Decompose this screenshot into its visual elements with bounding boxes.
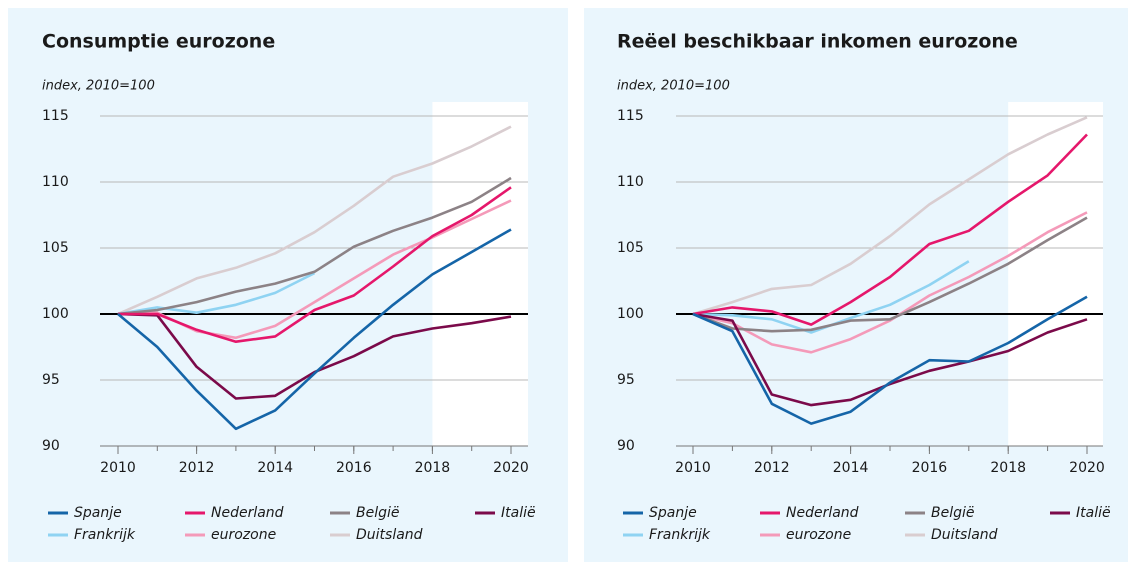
series-line	[117, 271, 316, 316]
x-tick-label: 2016	[336, 460, 372, 476]
x-tick-label: 2010	[100, 460, 136, 476]
y-tick-label: 95	[42, 372, 60, 388]
y-tick-label: 110	[42, 174, 69, 190]
y-tick-label: 100	[617, 306, 644, 322]
series-line	[692, 133, 1088, 326]
legend-label: België	[931, 505, 975, 521]
legend-label: eurozone	[211, 527, 276, 543]
x-tick-label: 2012	[754, 460, 790, 476]
legend-label: Frankrijk	[649, 527, 711, 543]
y-tick-label: 90	[617, 438, 635, 454]
x-tick-label: 2020	[1069, 460, 1105, 476]
x-tick-label: 2014	[833, 460, 869, 476]
series-line	[117, 125, 512, 316]
legend-label: Nederland	[211, 505, 284, 521]
series-line	[118, 186, 512, 343]
legend-label: Duitsland	[356, 527, 423, 543]
legend-label: Duitsland	[931, 527, 998, 543]
forecast-region	[432, 102, 528, 446]
series-line	[117, 176, 512, 316]
legend-label: Italië	[1076, 505, 1111, 521]
series-line	[692, 295, 1088, 425]
series-line	[117, 228, 512, 431]
y-tick-label: 115	[42, 108, 69, 124]
legend-label: Spanje	[74, 505, 122, 521]
legend-label: Spanje	[649, 505, 697, 521]
legend-label: eurozone	[786, 527, 851, 543]
series-line	[692, 116, 1088, 316]
x-tick-label: 2018	[415, 460, 451, 476]
x-tick-label: 2016	[912, 460, 948, 476]
x-tick-label: 2018	[990, 460, 1026, 476]
y-axis-label: index, 2010=100	[617, 79, 730, 94]
x-tick-label: 2010	[675, 460, 711, 476]
legend-label: België	[356, 505, 400, 521]
y-tick-label: 95	[617, 372, 635, 388]
y-tick-label: 115	[617, 108, 644, 124]
chart-title: Reëel beschikbaar inkomen eurozone	[617, 31, 1018, 53]
forecast-region	[1008, 102, 1103, 446]
x-tick-label: 2012	[179, 460, 215, 476]
y-tick-label: 100	[42, 306, 69, 322]
y-tick-label: 105	[617, 240, 644, 256]
x-tick-label: 2020	[493, 460, 529, 476]
series-line	[692, 216, 1088, 333]
y-tick-label: 110	[617, 174, 644, 190]
chart-title: Consumptie eurozone	[42, 31, 275, 53]
legend-label: Frankrijk	[74, 527, 136, 543]
x-tick-label: 2014	[257, 460, 293, 476]
y-tick-label: 90	[42, 438, 60, 454]
legend-label: Italië	[501, 505, 536, 521]
y-tick-label: 105	[42, 240, 69, 256]
legend-label: Nederland	[786, 505, 859, 521]
y-axis-label: index, 2010=100	[42, 79, 155, 94]
